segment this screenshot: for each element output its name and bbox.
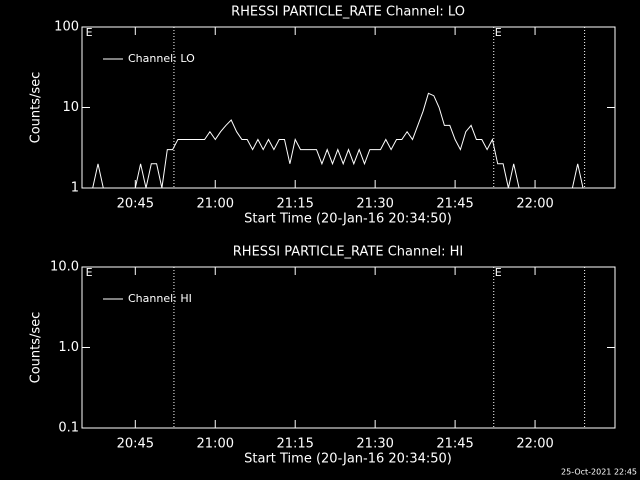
data-line — [87, 92, 584, 189]
x-tick-label: 21:15 — [276, 437, 313, 452]
x-tick-label: 21:45 — [436, 437, 473, 452]
x-tick-label: 21:00 — [197, 197, 234, 212]
x-tick-label: 22:00 — [516, 197, 553, 212]
y-axis-label: Counts/sec — [29, 72, 44, 144]
y-tick-label: 1 — [71, 181, 79, 196]
x-tick-label: 21:15 — [276, 197, 313, 212]
y-tick-label: 10.0 — [50, 260, 79, 275]
y-tick-label: 0.1 — [58, 421, 79, 436]
x-tick-label: 21:30 — [356, 437, 393, 452]
x-axis-label: Start Time (20-Jan-16 20:34:50) — [244, 212, 452, 227]
x-tick-label: 20:45 — [117, 197, 154, 212]
x-tick-label: 22:00 — [516, 437, 553, 452]
annotation: E — [86, 266, 93, 279]
x-axis-label: Start Time (20-Jan-16 20:34:50) — [244, 452, 452, 467]
footer-date: 25-Oct-2021 22:45 — [561, 468, 637, 477]
legend-label: Channel: LO — [128, 52, 195, 65]
annotation: E — [495, 266, 502, 279]
y-tick-label: 1.0 — [58, 340, 79, 355]
x-tick-label: 20:45 — [117, 437, 154, 452]
annotation: E — [86, 26, 93, 39]
chart-title: RHESSI PARTICLE_RATE Channel: HI — [233, 245, 463, 260]
y-tick-label: 10 — [62, 100, 79, 115]
y-axis-label: Counts/sec — [29, 312, 44, 384]
x-tick-label: 21:45 — [436, 197, 473, 212]
x-tick-label: 21:00 — [197, 437, 234, 452]
chart-title: RHESSI PARTICLE_RATE Channel: LO — [231, 5, 465, 20]
legend-label: Channel: HI — [128, 292, 192, 305]
annotation: E — [495, 26, 502, 39]
y-tick-label: 100 — [54, 20, 79, 35]
x-tick-label: 21:30 — [356, 197, 393, 212]
